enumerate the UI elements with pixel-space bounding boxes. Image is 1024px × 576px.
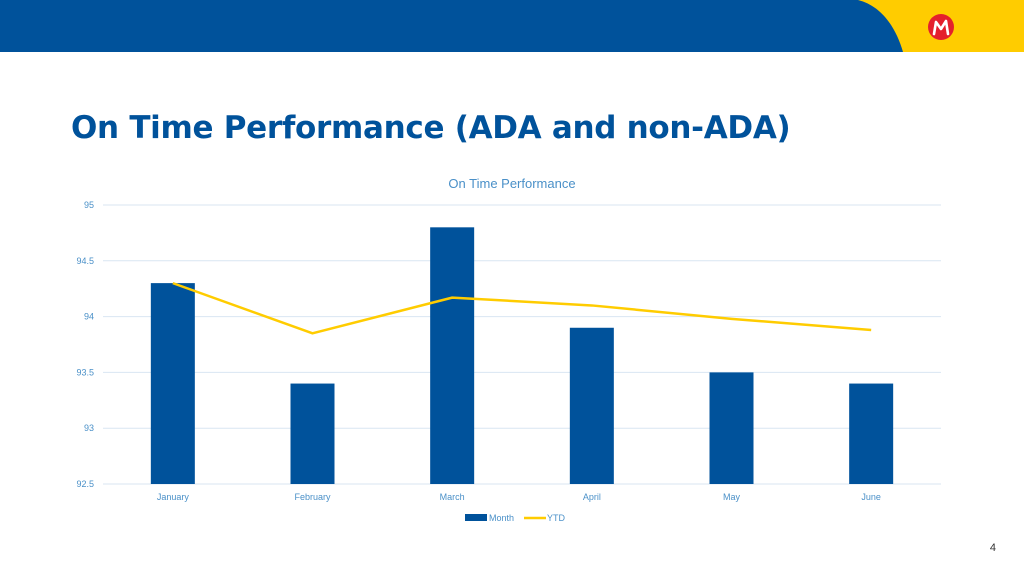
bar-month: [569, 327, 614, 484]
bar-month: [290, 383, 335, 484]
bar-month: [709, 372, 754, 484]
legend-label-month: Month: [489, 513, 514, 523]
y-tick-label: 95: [84, 200, 94, 210]
y-tick-label: 93.5: [76, 367, 94, 377]
legend-label-ytd: YTD: [547, 513, 566, 523]
x-tick-label: April: [583, 492, 601, 502]
legend-swatch-month: [465, 514, 487, 521]
metro-m-logo-icon: [928, 14, 954, 40]
bar-month: [430, 227, 475, 484]
y-tick-label: 94.5: [76, 256, 94, 266]
on-time-performance-chart: On Time Performance 95 94.5 94 93.5 93 92.5 Jan…: [76, 176, 941, 523]
y-tick-label: 93: [84, 423, 94, 433]
x-tick-label: June: [861, 492, 881, 502]
header-blue-bar: [0, 0, 1024, 52]
x-tick-label: May: [723, 492, 741, 502]
x-tick-label: March: [440, 492, 465, 502]
x-tick-label: February: [294, 492, 331, 502]
header-band: [0, 0, 1024, 52]
page-number: 4: [989, 542, 996, 554]
y-tick-label: 94: [84, 312, 94, 322]
x-tick-label: January: [157, 492, 190, 502]
page-title: On Time Performance (ADA and non-ADA): [71, 110, 791, 146]
bar-month: [849, 383, 894, 484]
y-tick-label: 92.5: [76, 479, 94, 489]
chart-title: On Time Performance: [448, 176, 575, 191]
bar-month: [150, 283, 195, 484]
line-ytd: [172, 281, 872, 335]
